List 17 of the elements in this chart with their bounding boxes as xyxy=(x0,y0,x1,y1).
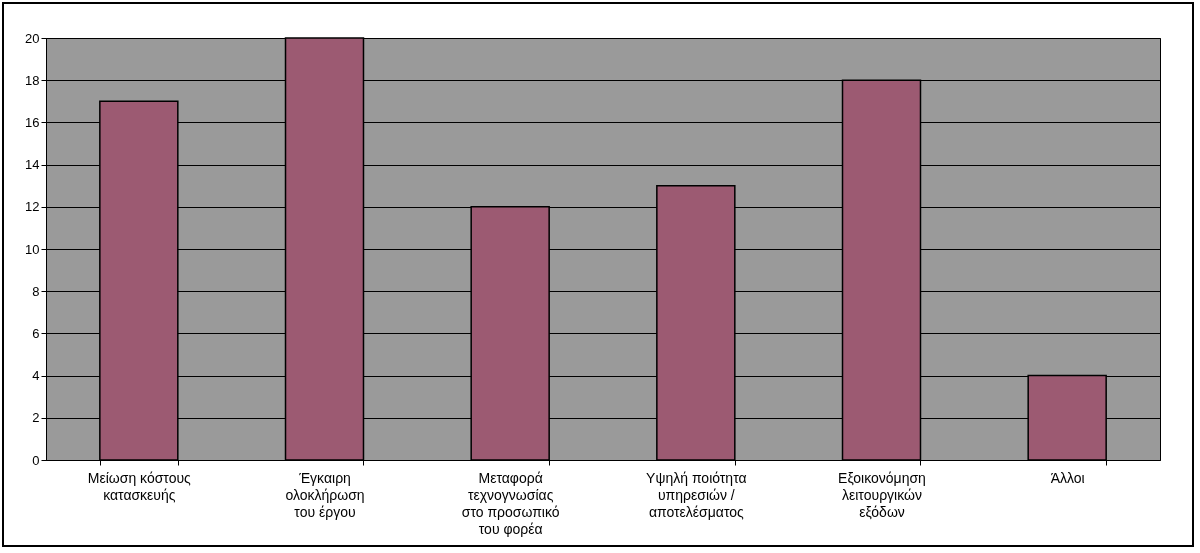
y-tick-label: 6 xyxy=(32,325,40,341)
y-tick-label: 4 xyxy=(32,368,40,384)
y-tick-label: 14 xyxy=(25,157,40,173)
y-tick-label: 10 xyxy=(25,241,40,257)
y-tick-label: 12 xyxy=(25,199,40,215)
x-tick-label: Έγκαιρη ολοκλήρωση του έργου xyxy=(285,469,365,520)
x-tick-label: Μεταφορά τεχνογνωσίας στο προσωπικό του φορέα xyxy=(461,469,560,537)
y-tick-label: 18 xyxy=(25,72,40,88)
y-tick-label: 16 xyxy=(25,114,40,130)
y-tick-label: 0 xyxy=(32,452,40,468)
x-tick-label: Υψηλή ποιότητα υπηρεσιών / αποτελέσματος xyxy=(646,469,747,520)
y-tick-label: 20 xyxy=(25,30,40,46)
x-tick-label: Εξοικονόμηση λειτουργικών εξόδων xyxy=(838,469,926,520)
y-tick-label: 2 xyxy=(32,410,40,426)
x-tick-label: Άλλοι xyxy=(1050,469,1085,486)
y-tick-label: 8 xyxy=(32,283,40,299)
x-tick-label: Μείωση κόστους κατασκευής xyxy=(87,469,192,503)
